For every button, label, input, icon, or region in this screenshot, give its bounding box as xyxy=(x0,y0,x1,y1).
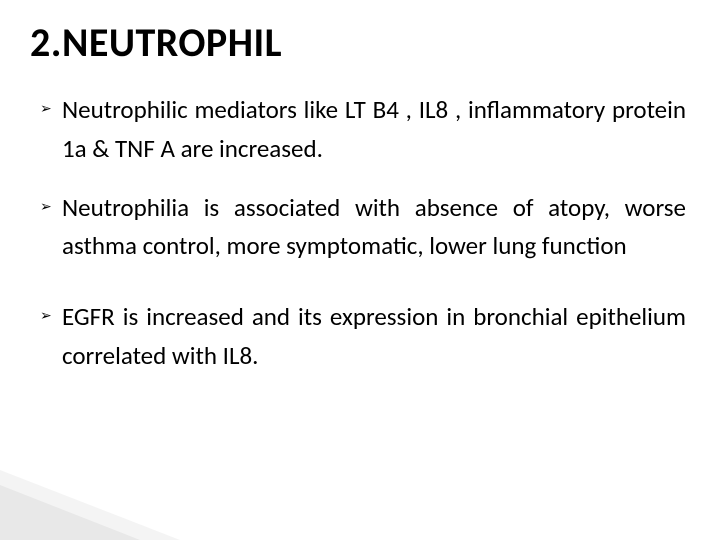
list-item-text: Neutrophilic mediators like LT B4 , IL8 … xyxy=(62,91,686,169)
title-number: 2. xyxy=(30,18,62,67)
content-area: ➢ Neutrophilic mediators like LT B4 , IL… xyxy=(30,91,690,376)
chevron-right-icon: ➢ xyxy=(40,91,62,127)
decorative-corner-icon xyxy=(0,485,140,540)
list-item: ➢ Neutrophilia is associated with absenc… xyxy=(40,189,686,267)
chevron-right-icon: ➢ xyxy=(40,189,62,225)
list-item-text: EGFR is increased and its expression in … xyxy=(62,298,686,376)
title-word: NEUTROPHIL xyxy=(62,18,282,67)
chevron-right-icon: ➢ xyxy=(40,298,62,334)
slide-title: 2.NEUTROPHIL xyxy=(30,18,690,67)
list-item: ➢ Neutrophilic mediators like LT B4 , IL… xyxy=(40,91,686,169)
slide: 2.NEUTROPHIL ➢ Neutrophilic mediators li… xyxy=(0,0,720,540)
list-item: ➢ EGFR is increased and its expression i… xyxy=(40,298,686,376)
list-item-text: Neutrophilia is associated with absence … xyxy=(62,189,686,267)
